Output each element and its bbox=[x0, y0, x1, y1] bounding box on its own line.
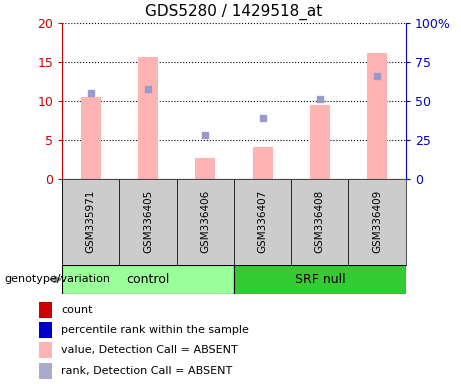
Point bbox=[373, 73, 381, 79]
Text: control: control bbox=[126, 273, 170, 286]
Text: count: count bbox=[61, 305, 93, 315]
Point bbox=[87, 90, 95, 96]
Text: GSM335971: GSM335971 bbox=[86, 190, 96, 253]
Text: GSM336406: GSM336406 bbox=[201, 190, 210, 253]
Text: SRF null: SRF null bbox=[295, 273, 345, 286]
Text: rank, Detection Call = ABSENT: rank, Detection Call = ABSENT bbox=[61, 366, 232, 376]
Point bbox=[316, 96, 324, 102]
Point bbox=[144, 86, 152, 92]
Text: GSM336407: GSM336407 bbox=[258, 190, 267, 253]
Bar bbox=[253, 147, 272, 179]
Bar bbox=[234, 265, 406, 294]
Text: GSM336409: GSM336409 bbox=[372, 190, 382, 253]
Text: value, Detection Call = ABSENT: value, Detection Call = ABSENT bbox=[61, 345, 238, 355]
Text: percentile rank within the sample: percentile rank within the sample bbox=[61, 325, 249, 335]
Text: GSM336408: GSM336408 bbox=[315, 190, 325, 253]
Bar bbox=[349, 179, 406, 265]
Bar bbox=[62, 179, 119, 265]
Bar bbox=[310, 105, 330, 179]
Point bbox=[259, 115, 266, 121]
Bar bbox=[291, 179, 349, 265]
Bar bbox=[234, 179, 291, 265]
Bar bbox=[39, 342, 52, 358]
Bar bbox=[195, 158, 215, 179]
Title: GDS5280 / 1429518_at: GDS5280 / 1429518_at bbox=[145, 4, 323, 20]
Point bbox=[201, 132, 209, 138]
Text: genotype/variation: genotype/variation bbox=[5, 274, 111, 285]
Bar bbox=[81, 97, 101, 179]
Bar bbox=[119, 179, 177, 265]
Bar bbox=[39, 322, 52, 338]
Bar bbox=[138, 57, 158, 179]
Bar bbox=[367, 53, 387, 179]
Bar bbox=[39, 302, 52, 318]
Text: GSM336405: GSM336405 bbox=[143, 190, 153, 253]
Bar bbox=[39, 363, 52, 379]
Bar bbox=[62, 265, 234, 294]
Bar bbox=[177, 179, 234, 265]
